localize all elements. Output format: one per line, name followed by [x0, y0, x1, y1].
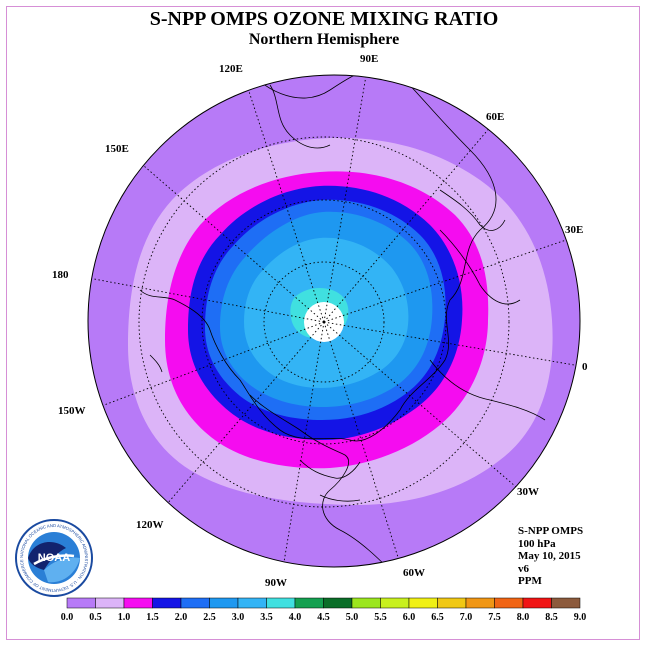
info-date: May 10, 2015: [518, 550, 581, 562]
lon-label-90e: 90E: [360, 53, 378, 65]
info-version: v6: [518, 562, 529, 575]
lon-label-60w: 60W: [403, 567, 425, 579]
lon-label-30e: 30E: [565, 224, 583, 236]
lon-label-90w: 90W: [265, 577, 287, 589]
image-frame: [6, 6, 640, 640]
coastlines: [139, 75, 546, 567]
lon-label-180: 180: [52, 269, 69, 281]
noaa-logo: NOAA NATIONAL OCEANIC AND ATMOSPHERIC AD…: [15, 519, 93, 597]
lon-label-150w: 150W: [58, 405, 86, 417]
longitude-labels: 90E 60E 30E 0 30W 60W 90W 120W 150W 180 …: [52, 53, 588, 589]
info-level: 100 hPa: [518, 537, 556, 550]
lon-label-150e: 150E: [105, 143, 129, 155]
lon-label-120e: 120E: [219, 63, 243, 75]
lon-label-120w: 120W: [136, 519, 164, 531]
graticule: [88, 75, 580, 567]
info-instrument: S-NPP OMPS: [518, 525, 584, 537]
info-units: PPM: [518, 575, 542, 587]
lon-label-0: 0: [582, 361, 588, 373]
noaa-logo-text: NOAA: [38, 552, 70, 564]
map-boundary: [87, 74, 581, 568]
chart-subtitle: Northern Hemisphere: [248, 31, 400, 48]
lon-label-60e: 60E: [486, 111, 504, 123]
lon-label-30w: 30W: [517, 486, 539, 498]
chart-title: S-NPP OMPS OZONE MIXING RATIO: [149, 8, 499, 30]
